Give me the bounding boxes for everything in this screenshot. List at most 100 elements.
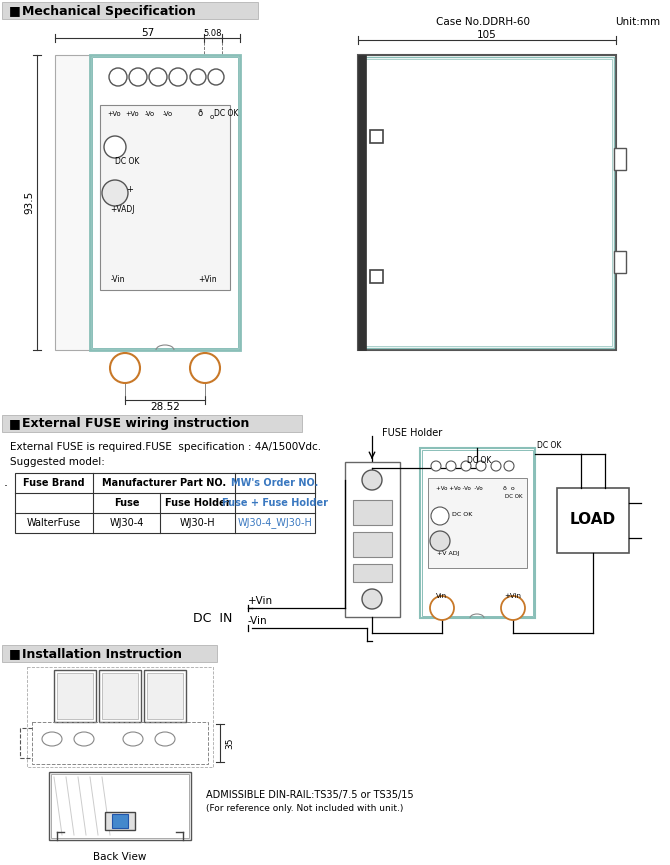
- Bar: [102, 673, 138, 719]
- Text: 105: 105: [477, 30, 497, 40]
- Circle shape: [431, 507, 449, 525]
- Bar: [428, 478, 527, 568]
- Text: Fuse Holder: Fuse Holder: [165, 498, 230, 508]
- Text: +VADJ: +VADJ: [110, 206, 135, 215]
- Bar: [353, 564, 392, 582]
- Text: 57: 57: [141, 28, 154, 38]
- Text: +Vin: +Vin: [199, 275, 217, 285]
- Circle shape: [446, 461, 456, 471]
- Circle shape: [431, 461, 441, 471]
- Circle shape: [190, 69, 206, 85]
- Text: DC OK: DC OK: [467, 456, 491, 465]
- Bar: [100, 105, 230, 290]
- Text: External FUSE is required.FUSE  specification : 4A/1500Vdc.: External FUSE is required.FUSE specifica…: [10, 442, 321, 452]
- Circle shape: [461, 461, 471, 471]
- Circle shape: [430, 596, 454, 620]
- Bar: [345, 462, 400, 617]
- Circle shape: [169, 68, 187, 86]
- Text: Vin: Vin: [436, 593, 448, 599]
- Text: ð: ð: [198, 110, 203, 119]
- Circle shape: [208, 69, 224, 85]
- Text: 93.5: 93.5: [24, 191, 34, 215]
- Circle shape: [362, 470, 382, 490]
- Text: 35: 35: [226, 737, 234, 749]
- Text: LOAD: LOAD: [570, 512, 616, 528]
- Text: +Vo: +Vo: [125, 111, 139, 117]
- Bar: [2, 415, 302, 432]
- Text: ■: ■: [9, 418, 21, 431]
- Text: Unit:mm: Unit:mm: [615, 17, 660, 27]
- Text: WJ30-H: WJ30-H: [180, 518, 215, 528]
- Text: DC OK: DC OK: [115, 157, 139, 166]
- Bar: [2, 645, 217, 662]
- Bar: [370, 130, 383, 143]
- Text: Fuse: Fuse: [114, 498, 139, 508]
- Bar: [362, 59, 612, 346]
- Text: +Vo +Vo -Vo  -Vo: +Vo +Vo -Vo -Vo: [436, 486, 483, 491]
- Bar: [370, 270, 383, 283]
- Circle shape: [149, 68, 167, 86]
- Bar: [15, 473, 315, 533]
- Bar: [614, 148, 626, 170]
- Text: DC OK: DC OK: [452, 511, 472, 516]
- Circle shape: [362, 589, 382, 609]
- Text: ð  o: ð o: [503, 486, 515, 491]
- Bar: [27, 667, 213, 767]
- Text: -Vo: -Vo: [163, 111, 173, 117]
- Text: ■: ■: [9, 648, 21, 661]
- Circle shape: [491, 461, 501, 471]
- Text: DC OK: DC OK: [214, 108, 239, 118]
- Circle shape: [190, 353, 220, 383]
- Bar: [112, 814, 128, 828]
- Bar: [2, 2, 258, 19]
- Bar: [49, 772, 191, 840]
- Circle shape: [501, 596, 525, 620]
- Text: 28.52: 28.52: [150, 402, 180, 412]
- Text: WalterFuse: WalterFuse: [27, 518, 81, 528]
- Bar: [353, 500, 392, 525]
- Text: Installation Instruction: Installation Instruction: [22, 648, 182, 661]
- Text: Fuse + Fuse Holder: Fuse + Fuse Holder: [222, 498, 328, 508]
- Text: FUSE Holder: FUSE Holder: [382, 428, 442, 438]
- Text: 5.08: 5.08: [204, 29, 222, 37]
- Bar: [147, 673, 183, 719]
- Bar: [54, 670, 96, 722]
- Text: Suggested model:: Suggested model:: [10, 457, 105, 467]
- Bar: [105, 812, 135, 830]
- Text: +Vin: +Vin: [248, 596, 273, 606]
- Circle shape: [102, 180, 128, 206]
- Text: o: o: [210, 114, 214, 120]
- Bar: [90, 55, 240, 350]
- Text: DC  IN: DC IN: [193, 612, 232, 625]
- Bar: [51, 774, 189, 838]
- Circle shape: [110, 353, 140, 383]
- Text: Back View: Back View: [93, 852, 147, 862]
- Bar: [420, 448, 535, 618]
- Bar: [99, 670, 141, 722]
- Text: +Vo: +Vo: [107, 111, 121, 117]
- Text: +Vin: +Vin: [505, 593, 521, 599]
- Bar: [557, 488, 629, 553]
- Text: External FUSE wiring instruction: External FUSE wiring instruction: [22, 418, 249, 431]
- Text: Fuse Brand: Fuse Brand: [23, 478, 85, 488]
- Text: (For reference only. Not included with unit.): (For reference only. Not included with u…: [206, 804, 403, 813]
- Text: Manufacturer Part NO.: Manufacturer Part NO.: [102, 478, 226, 488]
- Bar: [358, 55, 616, 350]
- Text: WJ30-4: WJ30-4: [109, 518, 143, 528]
- Text: -Vo: -Vo: [145, 111, 155, 117]
- Bar: [614, 251, 626, 273]
- Bar: [422, 450, 533, 616]
- Bar: [57, 673, 93, 719]
- Bar: [353, 532, 392, 557]
- Text: -Vin: -Vin: [248, 616, 267, 626]
- Text: ·: ·: [4, 480, 8, 494]
- Text: -Vin: -Vin: [111, 275, 125, 285]
- Text: ADMISSIBLE DIN-RAIL:TS35/7.5 or TS35/15: ADMISSIBLE DIN-RAIL:TS35/7.5 or TS35/15: [206, 790, 413, 800]
- Text: +: +: [126, 185, 133, 195]
- Bar: [358, 55, 366, 350]
- Bar: [144, 670, 186, 722]
- Circle shape: [109, 68, 127, 86]
- Circle shape: [504, 461, 514, 471]
- Text: Mechanical Specification: Mechanical Specification: [22, 4, 196, 17]
- Bar: [92, 57, 238, 348]
